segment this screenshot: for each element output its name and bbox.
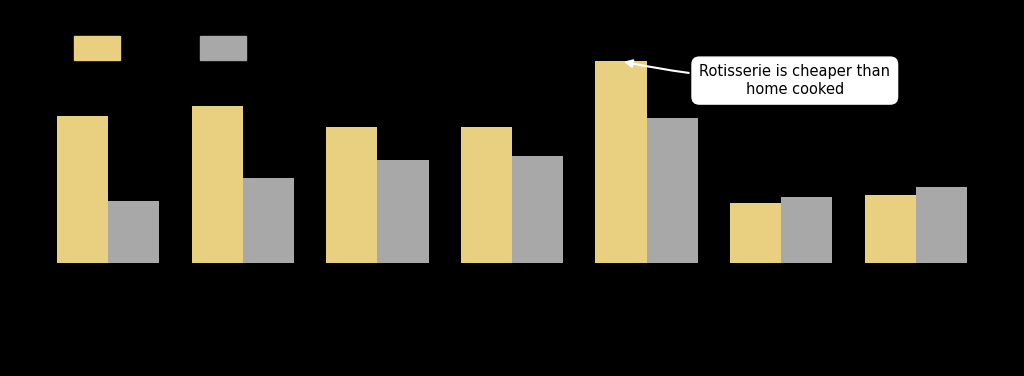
Bar — [243, 178, 294, 263]
Bar — [108, 201, 159, 263]
Bar — [865, 195, 916, 263]
Bar — [730, 203, 781, 263]
Bar — [916, 188, 967, 263]
Bar — [647, 118, 697, 263]
Bar — [191, 106, 243, 263]
Bar — [781, 197, 833, 263]
Bar — [377, 160, 428, 263]
Bar — [57, 115, 108, 263]
Bar — [461, 127, 512, 263]
Text: Rotisserie is cheaper than
home cooked: Rotisserie is cheaper than home cooked — [626, 60, 890, 97]
Bar — [512, 156, 563, 263]
Bar — [327, 127, 377, 263]
Bar — [596, 61, 647, 263]
